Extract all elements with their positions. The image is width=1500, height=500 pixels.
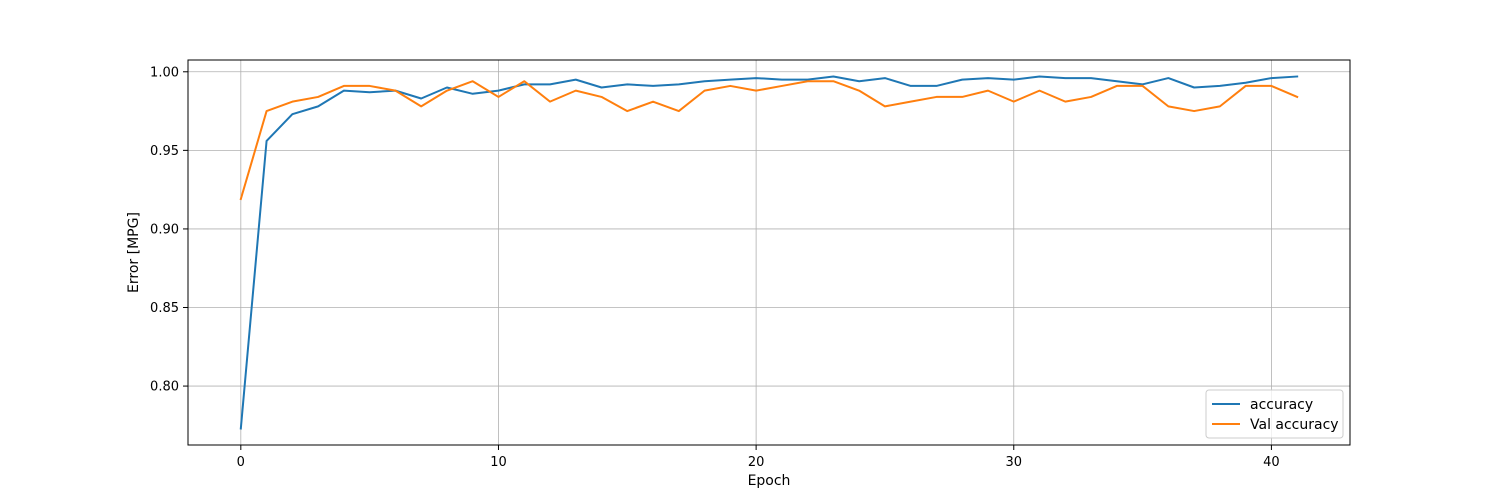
series-line-val-accuracy <box>239 80 1299 201</box>
y-axis-label: Error [MPG] <box>126 212 142 293</box>
series-layer <box>239 75 1299 430</box>
legend-label-val-accuracy: Val accuracy <box>1250 417 1339 433</box>
x-tick-label: 30 <box>1005 455 1022 470</box>
axis-ticks: 0 10 20 30 40 0.80 0.85 0.90 0.95 1.00 <box>150 65 1280 470</box>
x-tick-label: 10 <box>490 455 507 470</box>
x-tick-label: 0 <box>237 455 245 470</box>
legend: accuracy Val accuracy <box>1205 389 1344 439</box>
y-tick-label: 0.85 <box>150 301 179 316</box>
legend-label-accuracy: accuracy <box>1250 397 1313 413</box>
series-line-accuracy <box>239 75 1299 430</box>
x-tick-label: 40 <box>1263 455 1280 470</box>
x-axis-label: Epoch <box>748 473 791 489</box>
grid-lines <box>188 60 1350 445</box>
legend-box <box>1205 389 1344 439</box>
plot-frame <box>187 59 1351 446</box>
y-tick-label: 0.95 <box>150 144 179 159</box>
x-tick-label: 20 <box>748 455 765 470</box>
y-tick-label: 0.80 <box>150 380 179 395</box>
y-tick-label: 0.90 <box>150 222 179 237</box>
y-tick-label: 1.00 <box>150 65 179 80</box>
